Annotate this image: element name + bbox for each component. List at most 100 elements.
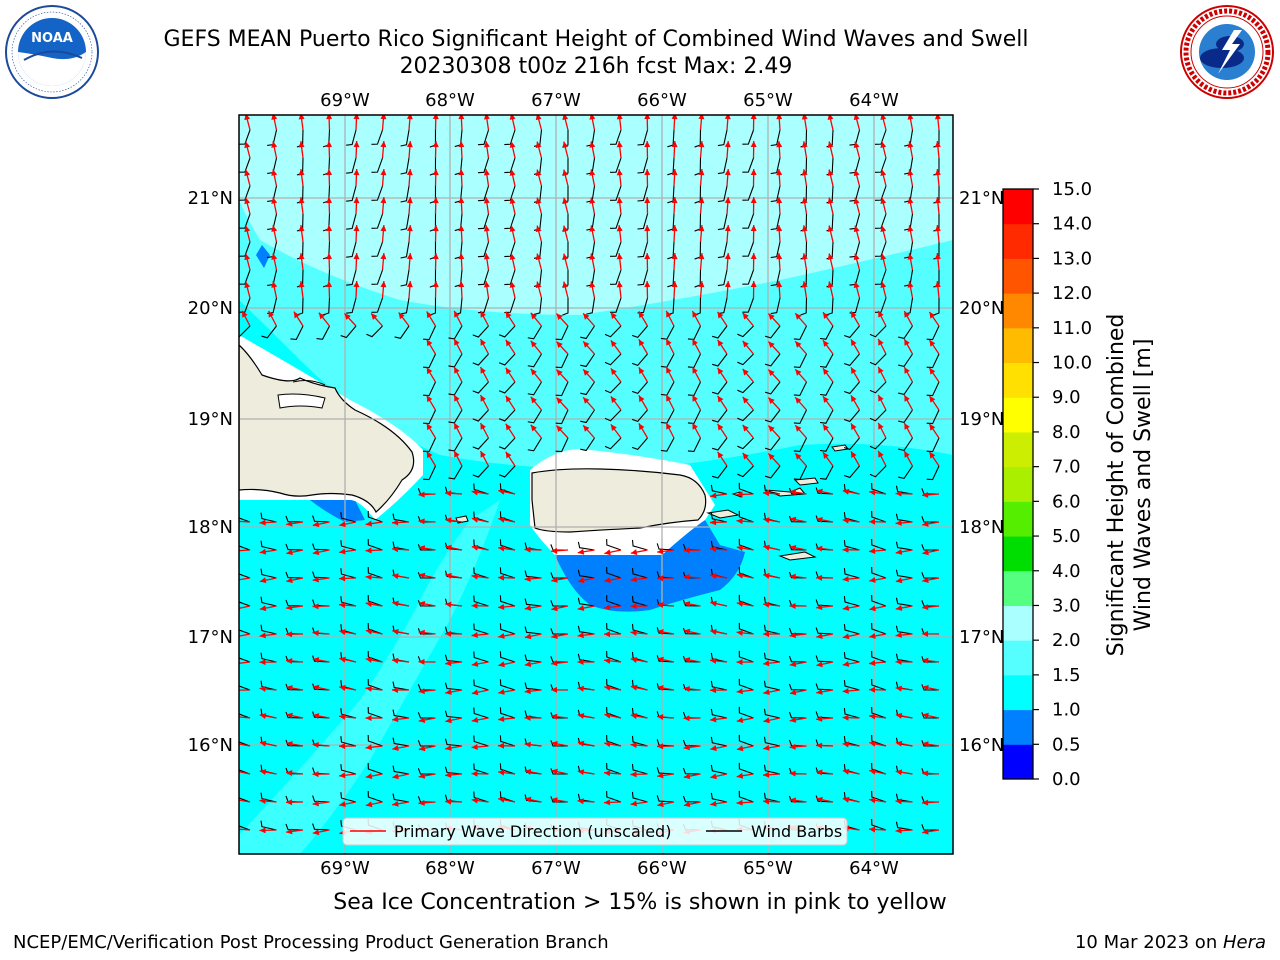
wave-arrow-head bbox=[895, 798, 902, 805]
wave-arrow-head bbox=[789, 661, 797, 667]
wave-arrow-head bbox=[577, 659, 584, 666]
wind-barb bbox=[604, 353, 622, 366]
wind-barb bbox=[312, 795, 330, 803]
gridlines bbox=[239, 115, 953, 854]
wave-arrow-head bbox=[298, 115, 305, 120]
wave-arrow-head bbox=[498, 742, 505, 749]
wave-arrow-head bbox=[907, 169, 914, 176]
wave-arrow-head bbox=[406, 169, 413, 176]
wave-arrow-head bbox=[801, 253, 808, 260]
wind-barb bbox=[285, 683, 304, 691]
colorbar-tick-label: 11.0 bbox=[1052, 318, 1092, 339]
wave-arrow-head bbox=[498, 603, 505, 610]
wave-arrow-head bbox=[750, 197, 757, 204]
wave-arrow-head bbox=[286, 712, 293, 719]
wave-arrow-head bbox=[524, 633, 532, 640]
colorbar-segment bbox=[1003, 189, 1033, 225]
wave-arrow-head bbox=[683, 657, 691, 663]
lon-label: 67°W bbox=[531, 90, 581, 111]
wind-barb bbox=[631, 567, 648, 579]
wind-barb bbox=[763, 624, 781, 635]
wind-barb bbox=[788, 543, 807, 551]
wind-barb bbox=[606, 595, 622, 607]
colorbar-tick-label: 6.0 bbox=[1052, 491, 1081, 512]
wave-arrow-head bbox=[339, 801, 346, 808]
wind-barb bbox=[400, 269, 410, 287]
wind-barb bbox=[285, 599, 304, 607]
wave-arrow-head bbox=[610, 424, 617, 431]
wave-arrow-head bbox=[312, 829, 320, 836]
wind-barb bbox=[770, 185, 781, 203]
wind-barb bbox=[717, 213, 728, 231]
wave-arrow-head bbox=[736, 745, 744, 752]
wave-arrow-head bbox=[666, 422, 672, 430]
wind-barb bbox=[738, 510, 754, 523]
wave-arrow-head bbox=[535, 253, 542, 261]
wind-barb bbox=[610, 157, 622, 173]
colorbar-segment bbox=[1003, 293, 1033, 329]
wave-arrow-head bbox=[286, 520, 293, 527]
wave-arrow-head bbox=[895, 712, 903, 719]
wind-barb bbox=[637, 185, 649, 202]
wave-arrow-head bbox=[895, 740, 903, 747]
wave-arrow-head bbox=[750, 115, 757, 120]
lon-label: 65°W bbox=[743, 90, 793, 111]
wave-arrow-head bbox=[717, 395, 724, 403]
wind-barb bbox=[874, 241, 887, 257]
wind-barb bbox=[921, 544, 940, 551]
wind-barb bbox=[712, 325, 728, 339]
colorbar-title-line1: Significant Height of Combined bbox=[1104, 314, 1129, 657]
wind-barb bbox=[895, 569, 913, 579]
wave-arrow-head bbox=[589, 169, 596, 176]
nws-logo bbox=[1180, 5, 1274, 99]
wind-barb bbox=[239, 713, 251, 719]
wind-barb bbox=[577, 569, 595, 579]
wave-arrow-head bbox=[483, 281, 490, 288]
wave-arrow-head bbox=[244, 253, 251, 261]
wind-barb bbox=[312, 711, 330, 719]
wave-arrow-head bbox=[483, 225, 490, 232]
wind-barb bbox=[742, 157, 755, 173]
wind-barb bbox=[586, 297, 596, 315]
lat-label: 20°N bbox=[959, 298, 1004, 319]
wave-arrow-head bbox=[922, 684, 929, 691]
wind-barb bbox=[843, 409, 860, 423]
wind-barb bbox=[770, 297, 781, 315]
wind-barb bbox=[498, 381, 516, 394]
wind-barb bbox=[710, 680, 728, 691]
wave-arrow-head bbox=[616, 115, 623, 120]
wind-barb bbox=[504, 213, 516, 230]
wind-barb bbox=[933, 297, 940, 316]
wind-barb bbox=[239, 517, 251, 523]
wave-arrow-head bbox=[616, 253, 623, 260]
colorbar-tick-label: 15.0 bbox=[1052, 179, 1092, 200]
map-frame bbox=[238, 114, 954, 855]
wave-arrow-head bbox=[604, 631, 611, 638]
wave-arrow-head bbox=[458, 225, 465, 232]
wave-arrow-head bbox=[604, 577, 611, 584]
wave-arrow-head bbox=[929, 367, 936, 375]
wave-arrow-head bbox=[551, 547, 558, 554]
wave-arrow-head bbox=[551, 633, 558, 639]
wave-arrow-head bbox=[692, 423, 698, 430]
wind-barb bbox=[285, 515, 304, 523]
wave-arrow-head bbox=[816, 545, 823, 552]
wave-arrow-head bbox=[458, 115, 465, 120]
wave-arrow-head bbox=[907, 253, 914, 260]
wave-arrow-head bbox=[736, 601, 744, 607]
wave-arrow-head bbox=[683, 773, 691, 780]
wave-arrow-head bbox=[763, 717, 770, 724]
wave-arrow-head bbox=[432, 197, 439, 204]
wind-barb bbox=[788, 487, 807, 495]
wind-barb bbox=[340, 540, 357, 551]
wave-arrow-head bbox=[736, 545, 744, 552]
wave-arrow-head bbox=[610, 368, 617, 375]
wave-arrow-head bbox=[853, 225, 860, 233]
wind-barb bbox=[764, 465, 781, 479]
wave-arrow-head bbox=[750, 169, 757, 176]
wave-arrow-head bbox=[630, 800, 638, 807]
wave-arrow-head bbox=[432, 281, 439, 288]
wave-arrow-head bbox=[822, 452, 829, 459]
wind-barb bbox=[371, 157, 384, 173]
wind-barb bbox=[346, 129, 357, 146]
